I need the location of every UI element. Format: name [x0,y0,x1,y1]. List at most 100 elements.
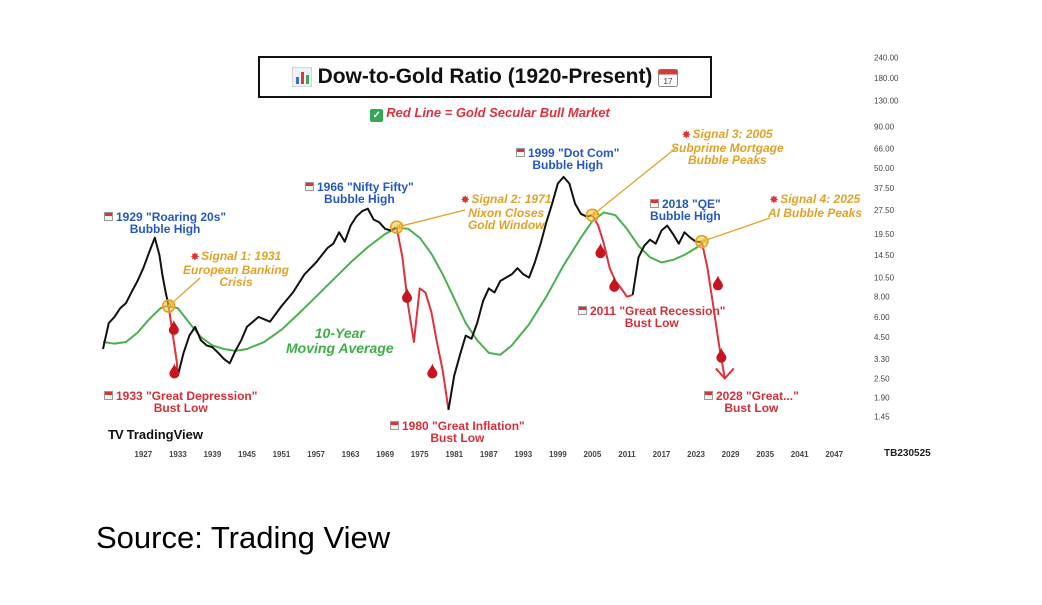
x-tick-label: 1945 [238,450,256,459]
y-tick-label: 19.50 [874,230,895,239]
signal-arrow-line [168,277,201,307]
calendar-icon [305,182,314,191]
y-tick-label: 50.00 [874,164,895,173]
ratio-bear-segment [395,227,450,410]
ratio-line-segment [447,175,593,410]
y-tick-label: 10.50 [874,274,895,283]
blood-drop-icon [712,275,723,291]
annotation-bust-1933: 1933 "Great Depression" Bust Low [104,390,257,414]
x-tick-label: 2005 [583,450,601,459]
x-tick-label: 1993 [514,450,532,459]
source-caption: Source: Trading View [96,520,391,555]
calendar-icon [104,212,113,221]
y-tick-label: 240.00 [874,54,899,63]
spark-icon: ✸ [682,130,691,141]
y-tick-label: 8.00 [874,293,890,302]
spark-icon: ✸ [461,195,470,206]
signal-circle [161,299,176,313]
ratio-line-segment [102,236,170,350]
ratio-bear-segment [591,214,633,298]
blood-drop-icon [427,363,438,379]
moving-average-layer [102,211,703,356]
signal-arrow-line [701,217,771,243]
annotation-bubble-1999: 1999 "Dot Com" Bubble High [516,147,619,171]
y-tick-label: 27.50 [874,206,895,215]
projection-arrowhead [715,367,735,380]
chart-code: TB230525 [884,448,931,459]
x-tick-label: 1927 [134,450,152,459]
x-tick-label: 1999 [549,450,567,459]
calendar-icon [650,199,659,208]
calendar-icon [390,421,399,430]
y-tick-label: 1.90 [874,394,890,403]
annotation-moving-average: 10-Year Moving Average [286,325,394,356]
annotation-bust-2011: 2011 "Great Recession" Bust Low [578,305,725,329]
x-tick-label: 1933 [169,450,187,459]
calendar-icon: 17 [658,69,679,87]
signal-circle [389,220,404,234]
y-tick-label: 2.50 [874,374,890,383]
x-tick-label: 1939 [203,450,221,459]
x-tick-label: 1981 [445,450,463,459]
bar-chart-icon [291,67,312,87]
calendar-icon [104,391,113,400]
check-icon: ✓ [370,109,384,122]
annotation-signal-2: ✸ Signal 2: 1971 Nixon Closes Gold Window [461,192,552,232]
annotation-bubble-1966: 1966 "Nifty Fifty" Bubble High [305,181,414,205]
y-tick-label: 90.00 [874,123,895,132]
signal-arrow-line [591,147,677,216]
y-tick-label: 130.00 [874,97,899,106]
y-tick-label: 66.00 [874,144,895,153]
signal-arrow-line [396,209,466,228]
moving-average-line [102,211,703,356]
x-tick-label: 2035 [756,450,774,459]
annotation-bubble-1929: 1929 "Roaring 20s" Bubble High [104,211,226,235]
chart-title-box: Dow-to-Gold Ratio (1920-Present) 17 [258,56,712,98]
x-tick-label: 2011 [618,450,636,459]
svg-text:17: 17 [664,77,673,86]
x-tick-label: 2017 [653,450,671,459]
y-tick-label: 3.30 [874,355,890,364]
spark-icon: ✸ [769,195,779,206]
spark-icon: ✸ [190,252,200,263]
y-tick-label: 37.50 [874,184,895,193]
marker-layer [161,208,727,379]
ratio-bear-segment [167,305,179,376]
tradingview-logo-text: TradingView [126,427,203,442]
x-tick-label: 1957 [307,450,325,459]
x-tick-label: 2023 [687,450,705,459]
chart-title: Dow-to-Gold Ratio (1920-Present) [317,65,653,88]
blood-drop-icon [169,363,180,379]
blood-drop-icon [402,287,412,303]
annotation-signal-1: ✸ Signal 1: 1931 European Banking Crisis [183,249,290,289]
ratio-line-segment [631,224,702,296]
blood-drop-icon [609,276,620,292]
calendar-icon [516,148,525,157]
x-tick-label: 1975 [411,450,429,459]
blood-drop-icon [595,243,606,259]
annotation-signal-4: ✸ Signal 4: 2025 AI Bubble Peaks [768,192,863,220]
x-axis: 1927 1933 1939 1945 1951 1957 1963 1969 1975 1981… [134,450,843,459]
signal-circle [585,208,600,222]
calendar-icon [578,306,587,315]
y-tick-label: 1.45 [874,413,890,422]
tradingview-logo: TV TradingView [108,427,203,442]
x-tick-label: 2029 [722,450,740,459]
y-axis: 240.00 180.00 130.00 90.00 66.00 50.00 37.50 27… [874,54,899,422]
y-tick-label: 14.50 [874,251,895,260]
y-tick-label: 6.00 [874,313,890,322]
signal-circle [695,234,709,249]
annotation-bust-1980: 1980 "Great Inflation" Bust Low [390,420,525,444]
x-tick-label: 2041 [791,450,809,459]
annotation-bust-2028: 2028 "Great..." Bust Low [704,390,799,414]
subtitle-text: Red Line = Gold Secular Bull Market [386,105,610,120]
tradingview-logo-mark: TV [108,427,124,442]
blood-drop-icon [716,347,727,363]
x-tick-label: 1969 [376,450,394,459]
annotation-signal-3: ✸ Signal 3: 2005 Subprime Mortgage Bubble… [671,127,784,167]
x-tick-label: 1963 [342,450,360,459]
chart-subtitle: ✓ Red Line = Gold Secular Bull Market [340,105,640,122]
annotation-bubble-2018: 2018 "QE" Bubble High [650,197,721,223]
x-tick-label: 1987 [480,450,498,459]
